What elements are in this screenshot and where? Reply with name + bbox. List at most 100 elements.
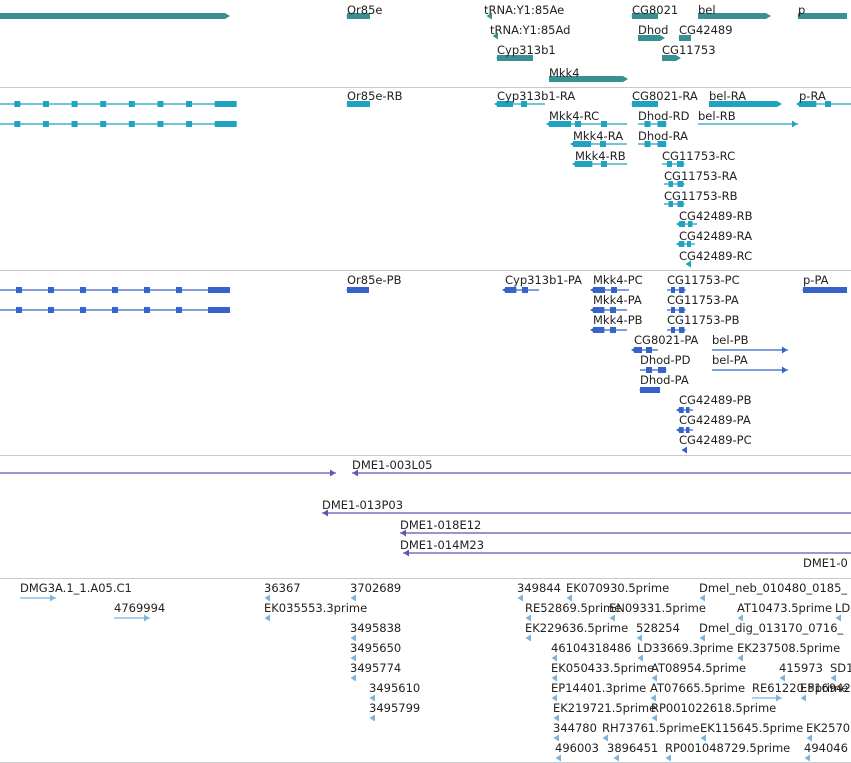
feature-ld-glyph[interactable] xyxy=(835,614,842,622)
feature-mkk4-glyph[interactable] xyxy=(549,76,628,82)
feature-ek237508-5prime-label[interactable]: EK237508.5prime xyxy=(737,641,841,655)
feature-feature-glyph[interactable] xyxy=(0,121,237,127)
feature-cyp313b1-pa-glyph[interactable] xyxy=(502,287,539,293)
feature-dme1-018e12-glyph[interactable] xyxy=(322,509,851,517)
feature-cg11753-pa-label[interactable]: CG11753-PA xyxy=(667,293,739,307)
feature-mkk4-rb-label[interactable]: Mkk4-RB xyxy=(575,149,626,163)
feature-bel-pa-glyph[interactable] xyxy=(712,366,788,374)
feature-bel-pa-label[interactable]: bel-PA xyxy=(712,353,748,367)
feature-ek070930-5prime-glyph[interactable] xyxy=(566,594,573,602)
feature-cyp313b1-label[interactable]: Cyp313b1 xyxy=(497,43,556,57)
feature-ep16942-label[interactable]: EP16942 xyxy=(800,681,851,695)
feature-dmg3a-1-1-a05-c1-glyph[interactable] xyxy=(20,594,56,602)
feature-cg42489-ra-glyph[interactable] xyxy=(676,241,695,247)
feature-or85e-rb-glyph[interactable] xyxy=(346,101,370,107)
feature-496003-glyph[interactable] xyxy=(555,754,562,762)
feature-3495610-label[interactable]: 3495610 xyxy=(369,681,421,695)
feature-mkk4-pc-label[interactable]: Mkk4-PC xyxy=(593,273,643,287)
feature-3495650-label[interactable]: 3495650 xyxy=(350,641,402,655)
feature-dmel-neb-010480-0185-label[interactable]: Dmel_neb_010480_0185_ xyxy=(699,581,848,595)
feature-cg42489-ra-label[interactable]: CG42489-RA xyxy=(679,229,753,243)
feature-dme1-0-glyph[interactable] xyxy=(403,549,851,557)
feature-3896451-glyph[interactable] xyxy=(613,754,620,762)
feature-p-pa-label[interactable]: p-PA xyxy=(803,273,829,287)
feature-cg11753-rc-glyph[interactable] xyxy=(662,161,685,167)
feature-3495838-glyph[interactable] xyxy=(350,634,357,642)
feature-cg11753-rb-label[interactable]: CG11753-RB xyxy=(664,189,738,203)
feature-46104318486-label[interactable]: 46104318486 xyxy=(551,641,632,655)
feature-trna-y1-85ae-label[interactable]: tRNA:Y1:85Ae xyxy=(484,3,565,17)
feature-bel-pb-label[interactable]: bel-PB xyxy=(712,333,749,347)
feature-cyp313b1-pa-label[interactable]: Cyp313b1-PA xyxy=(505,273,582,287)
feature-ld-label[interactable]: LD xyxy=(835,601,851,615)
feature-cg11753-rc-label[interactable]: CG11753-RC xyxy=(662,149,736,163)
feature-3495799-glyph[interactable] xyxy=(369,714,376,722)
feature-dmg3a-1-1-a05-c1-label[interactable]: DMG3A.1_1.A05.C1 xyxy=(20,581,132,595)
feature-feature-glyph[interactable] xyxy=(0,287,230,293)
feature-cg8021-ra-glyph[interactable] xyxy=(631,101,658,107)
feature-re52869-5prime-glyph[interactable] xyxy=(525,614,532,622)
feature-cg42489-pa-label[interactable]: CG42489-PA xyxy=(679,413,751,427)
feature-cg8021-pa-glyph[interactable] xyxy=(631,347,658,353)
feature-cg8021-ra-label[interactable]: CG8021-RA xyxy=(632,89,698,103)
feature-en09331-5prime-label[interactable]: EN09331.5prime xyxy=(609,601,706,615)
feature-cg11753-pa-glyph[interactable] xyxy=(667,307,686,313)
feature-ek035553-3prime-glyph[interactable] xyxy=(264,614,271,622)
feature-dme1-014m23-glyph[interactable] xyxy=(400,529,851,537)
feature-rp001048729-5prime-label[interactable]: RP001048729.5prime xyxy=(665,741,791,755)
feature-dhod-glyph[interactable] xyxy=(638,35,665,41)
feature-feature-glyph[interactable] xyxy=(0,13,230,19)
feature-cg42489-glyph[interactable] xyxy=(678,35,691,41)
feature-3495799-label[interactable]: 3495799 xyxy=(369,701,421,715)
feature-dme1-003l05-label[interactable]: DME1-003L05 xyxy=(352,458,433,472)
feature-re52869-5prime-label[interactable]: RE52869.5prime xyxy=(525,601,622,615)
feature-cg11753-glyph[interactable] xyxy=(662,55,681,61)
feature-528254-glyph[interactable] xyxy=(636,634,643,642)
feature-dhod-pa-label[interactable]: Dhod-PA xyxy=(640,373,689,387)
feature-rp001048729-5prime-glyph[interactable] xyxy=(665,754,672,762)
feature-ek229636-5prime-glyph[interactable] xyxy=(525,634,532,642)
feature-bel-label[interactable]: bel xyxy=(698,3,716,17)
feature-or85e-label[interactable]: Or85e xyxy=(347,3,383,17)
feature-cg42489-pb-label[interactable]: CG42489-PB xyxy=(679,393,752,407)
feature-3495650-glyph[interactable] xyxy=(350,654,357,662)
feature-36367-glyph[interactable] xyxy=(264,594,271,602)
feature-3495774-glyph[interactable] xyxy=(350,674,357,682)
feature-cg8021-label[interactable]: CG8021 xyxy=(632,3,679,17)
feature-ek237508-5prime-glyph[interactable] xyxy=(737,654,744,662)
feature-cg42489-rb-label[interactable]: CG42489-RB xyxy=(679,209,753,223)
feature-cg42489-pb-glyph[interactable] xyxy=(676,407,693,413)
feature-dhod-ra-label[interactable]: Dhod-RA xyxy=(638,129,689,143)
feature-trna-y1-85ae-glyph[interactable] xyxy=(486,12,493,20)
feature-dhod-ra-glyph[interactable] xyxy=(638,141,667,147)
feature-dmel-neb-010480-0185-glyph[interactable] xyxy=(699,594,706,602)
feature-dhod-rd-glyph[interactable] xyxy=(638,121,667,127)
feature-415973-label[interactable]: 415973 xyxy=(779,661,823,675)
feature-p-pa-glyph[interactable] xyxy=(802,287,847,293)
feature-rp001022618-5prime-glyph[interactable] xyxy=(651,714,658,722)
feature-46104318486-glyph[interactable] xyxy=(551,654,558,662)
feature-494046-label[interactable]: 494046 xyxy=(804,741,848,755)
feature-ek115645-5prime-glyph[interactable] xyxy=(700,734,707,742)
feature-349844-glyph[interactable] xyxy=(517,594,524,602)
feature-rp001022618-5prime-label[interactable]: RP001022618.5prime xyxy=(651,701,777,715)
feature-mkk4-pb-glyph[interactable] xyxy=(590,327,627,333)
feature-dhod-label[interactable]: Dhod xyxy=(638,23,669,37)
feature-mkk4-rc-glyph[interactable] xyxy=(546,121,627,127)
feature-3702689-label[interactable]: 3702689 xyxy=(350,581,402,595)
feature-trna-y1-85ad-label[interactable]: tRNA:Y1:85Ad xyxy=(490,23,571,37)
feature-cg11753-ra-label[interactable]: CG11753-RA xyxy=(664,169,738,183)
feature-4769994-glyph[interactable] xyxy=(114,614,150,622)
feature-cg42489-label[interactable]: CG42489 xyxy=(679,23,733,37)
feature-mkk4-pb-label[interactable]: Mkk4-PB xyxy=(593,313,643,327)
feature-p-label[interactable]: p xyxy=(798,3,806,17)
feature-mkk4-pc-glyph[interactable] xyxy=(590,287,629,293)
feature-feature-glyph[interactable] xyxy=(0,101,237,107)
feature-ek219721-5prime-glyph[interactable] xyxy=(553,714,560,722)
feature-cg42489-pc-label[interactable]: CG42489-PC xyxy=(679,433,752,447)
feature-cg8021-pa-label[interactable]: CG8021-PA xyxy=(634,333,699,347)
feature-at10473-5prime-label[interactable]: AT10473.5prime xyxy=(737,601,833,615)
feature-at08954-5prime-label[interactable]: AT08954.5prime xyxy=(651,661,747,675)
feature-bel-glyph[interactable] xyxy=(698,13,771,19)
feature-or85e-rb-label[interactable]: Or85e-RB xyxy=(347,89,403,103)
